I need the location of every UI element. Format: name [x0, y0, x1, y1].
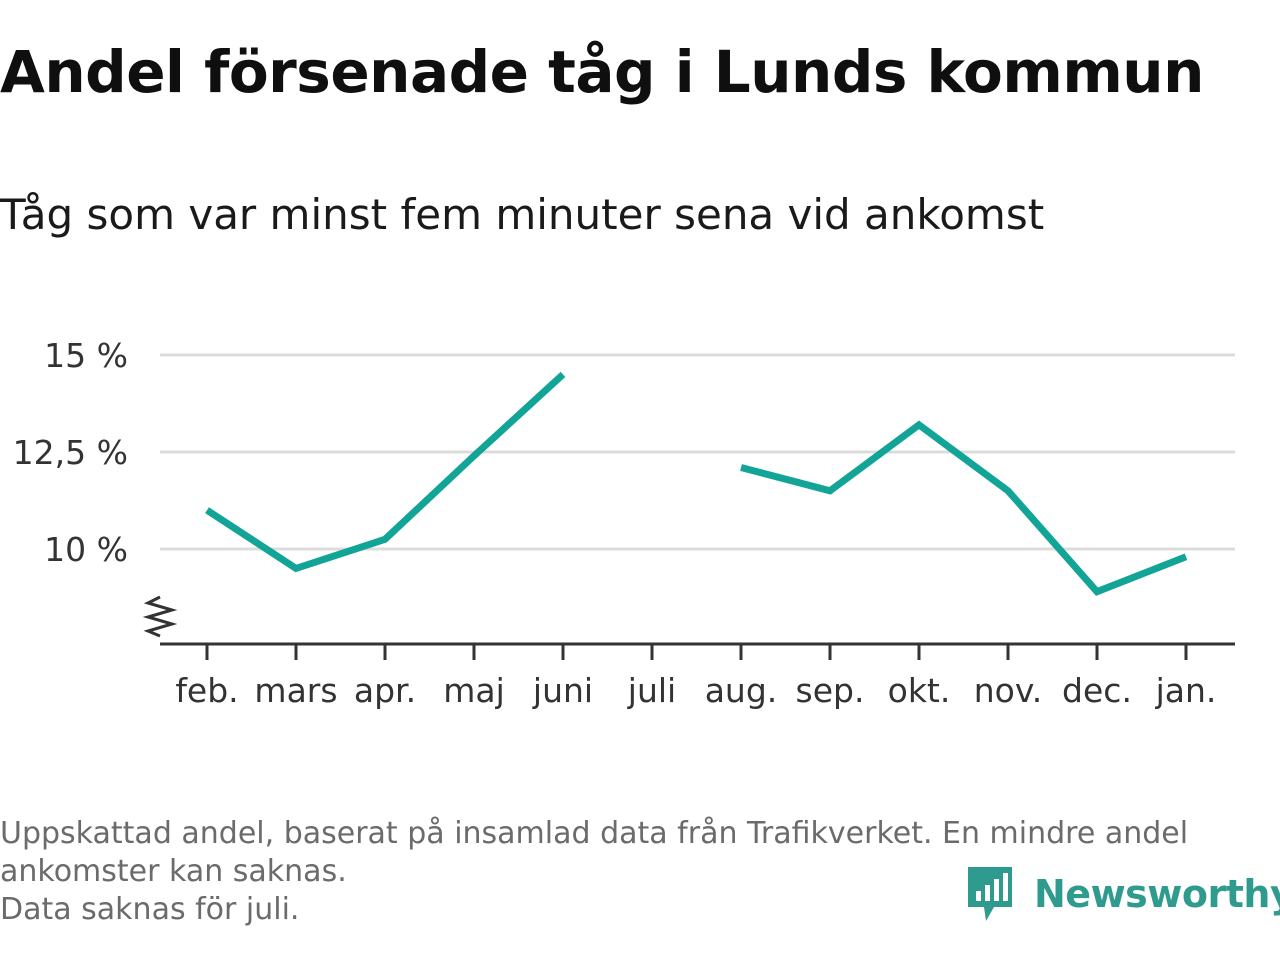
series-lines: [205, 371, 1188, 596]
series-line-segment: [205, 371, 566, 573]
footnotes: Uppskattad andel, baserat på insamlad da…: [0, 815, 1270, 929]
axis-break-icon: [142, 595, 178, 638]
brand-logo: Newsworthy: [964, 862, 1280, 926]
footnote-line: Uppskattad andel, baserat på insamlad da…: [0, 816, 1189, 851]
x-axis: [142, 595, 1235, 660]
series-line-segment: [740, 420, 1188, 596]
footnote-line: ankomster kan saknas.: [0, 854, 347, 889]
y-tick-label: 15 %: [44, 336, 128, 375]
x-tick-label: nov.: [974, 671, 1043, 710]
x-tick-label: jan.: [1155, 671, 1217, 710]
x-tick-label: feb.: [175, 671, 238, 710]
x-axis-labels: feb. mars apr. maj juni juli aug. sep. okt. nov. d…: [175, 671, 1216, 710]
y-tick-label: 12,5 %: [13, 433, 128, 472]
x-tick-label: okt.: [888, 671, 951, 710]
newsworthy-logo-icon: [968, 867, 1012, 921]
x-tick-label: juli: [627, 671, 676, 710]
x-tick-label: apr.: [354, 671, 416, 710]
x-tick-label: mars: [254, 671, 337, 710]
x-tick-label: maj: [443, 671, 505, 710]
x-tick-label: juni: [532, 671, 593, 710]
y-tick-label: 10 %: [44, 530, 128, 569]
y-axis-labels: 10 % 12,5 % 15 %: [13, 336, 128, 569]
gridlines: [160, 353, 1235, 551]
x-tick-label: sep.: [796, 671, 865, 710]
chart-subtitle: Tåg som var minst fem minuter sena vid a…: [0, 190, 1045, 239]
footnote-line: Data saknas för juli.: [0, 892, 300, 927]
x-tick-label: dec.: [1062, 671, 1132, 710]
line-chart: 10 % 12,5 % 15 % feb. mars apr. maj juni juli au…: [13, 336, 1235, 710]
x-tick-label: aug.: [705, 671, 778, 710]
brand-name: Newsworthy: [1034, 872, 1280, 916]
chart-title: Andel försenade tåg i Lunds kommun: [0, 38, 1204, 106]
